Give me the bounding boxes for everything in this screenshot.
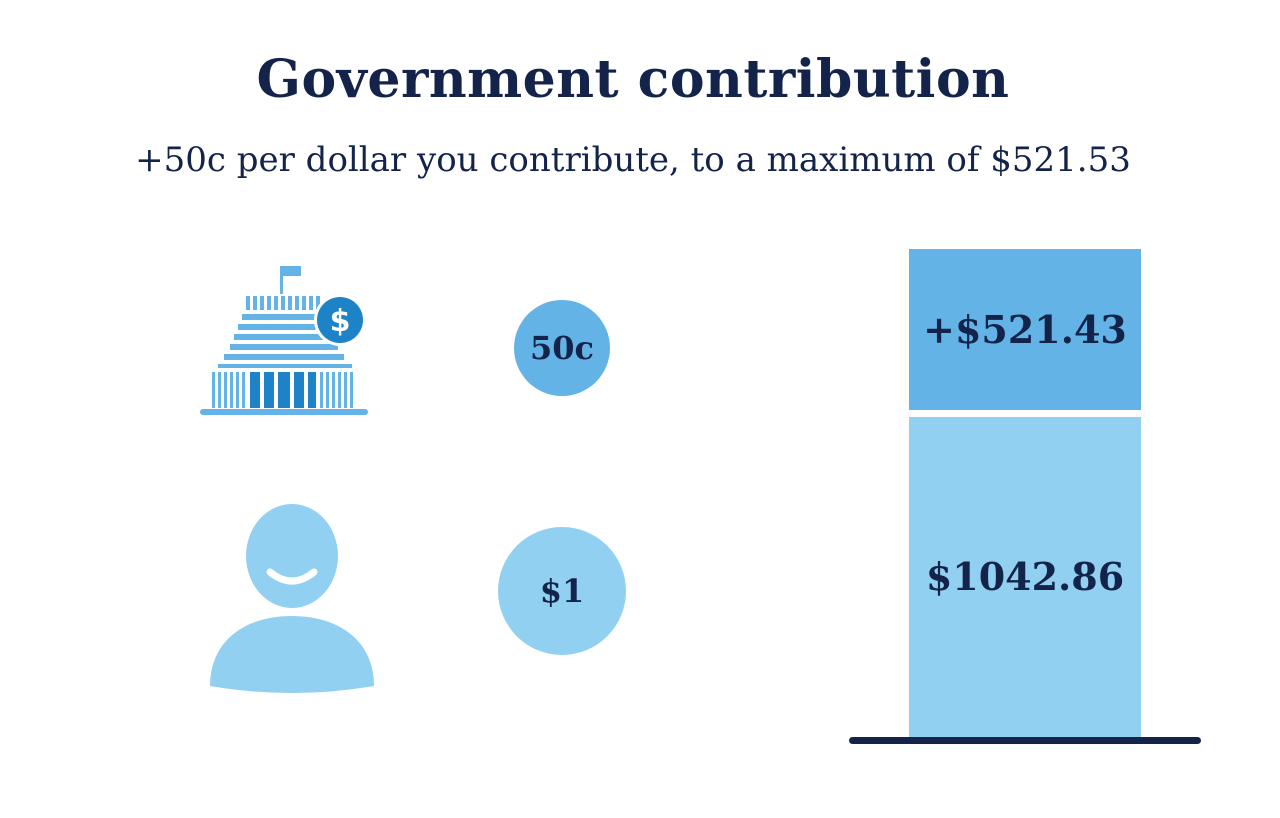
person-icon [210,504,374,693]
svg-text:$: $ [330,304,351,339]
member-contribution-bar: $1042.86 [909,417,1141,739]
page-title: Government contribution [256,49,1010,110]
government-building-icon: $ [200,266,368,415]
member-coin: $1 [498,527,626,655]
government-contribution-amount: +$521.43 [923,307,1127,352]
page-subtitle: +50c per dollar you contribute, to a max… [135,140,1131,180]
dollar-sign-icon: $ [314,294,366,346]
bar-baseline [849,737,1201,744]
member-contribution-amount: $1042.86 [925,553,1125,599]
government-coin: 50c [514,300,610,396]
government-contribution-bar: +$521.43 [909,249,1141,410]
